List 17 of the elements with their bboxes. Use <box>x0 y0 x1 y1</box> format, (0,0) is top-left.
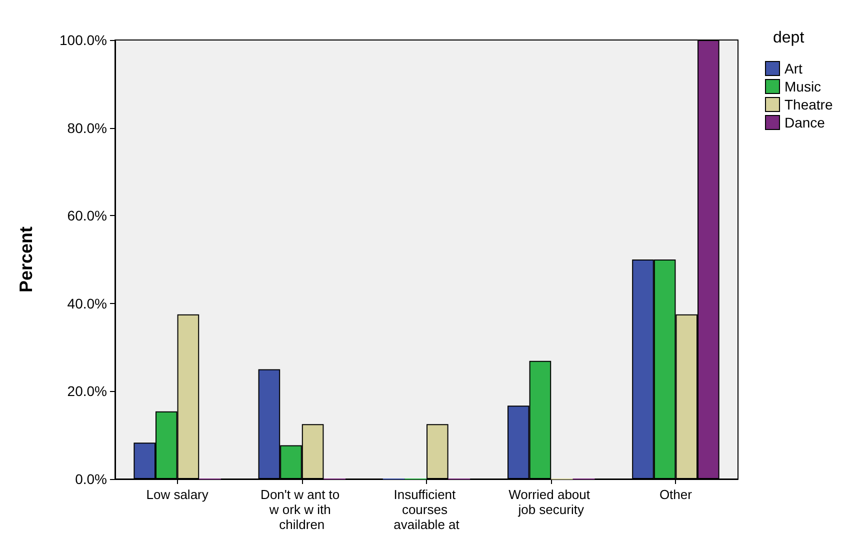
legend-label: Music <box>784 78 822 94</box>
y-axis-title: Percent <box>16 226 36 293</box>
x-tick-label: Worried about job security <box>508 487 594 517</box>
x-tick-label: Don't w ant to w ork w ith children <box>260 487 344 532</box>
x-tick-label: Other <box>659 487 693 502</box>
y-tick-label: 100.0% <box>60 32 107 48</box>
y-tick-label: 60.0% <box>67 208 107 224</box>
x-tick-label: Insufficient courses available at <box>394 487 460 532</box>
y-tick-label: 80.0% <box>67 120 107 136</box>
legend-title: dept <box>773 30 805 46</box>
y-tick-label: 20.0% <box>67 383 107 400</box>
y-tick-label: 0.0% <box>75 471 107 487</box>
x-tick-label: Low salary <box>146 487 209 502</box>
legend-label: Art <box>784 60 802 76</box>
legend-label: Theatre <box>784 96 833 112</box>
legend-label: Dance <box>784 114 826 130</box>
y-tick-label: 40.0% <box>67 295 107 312</box>
